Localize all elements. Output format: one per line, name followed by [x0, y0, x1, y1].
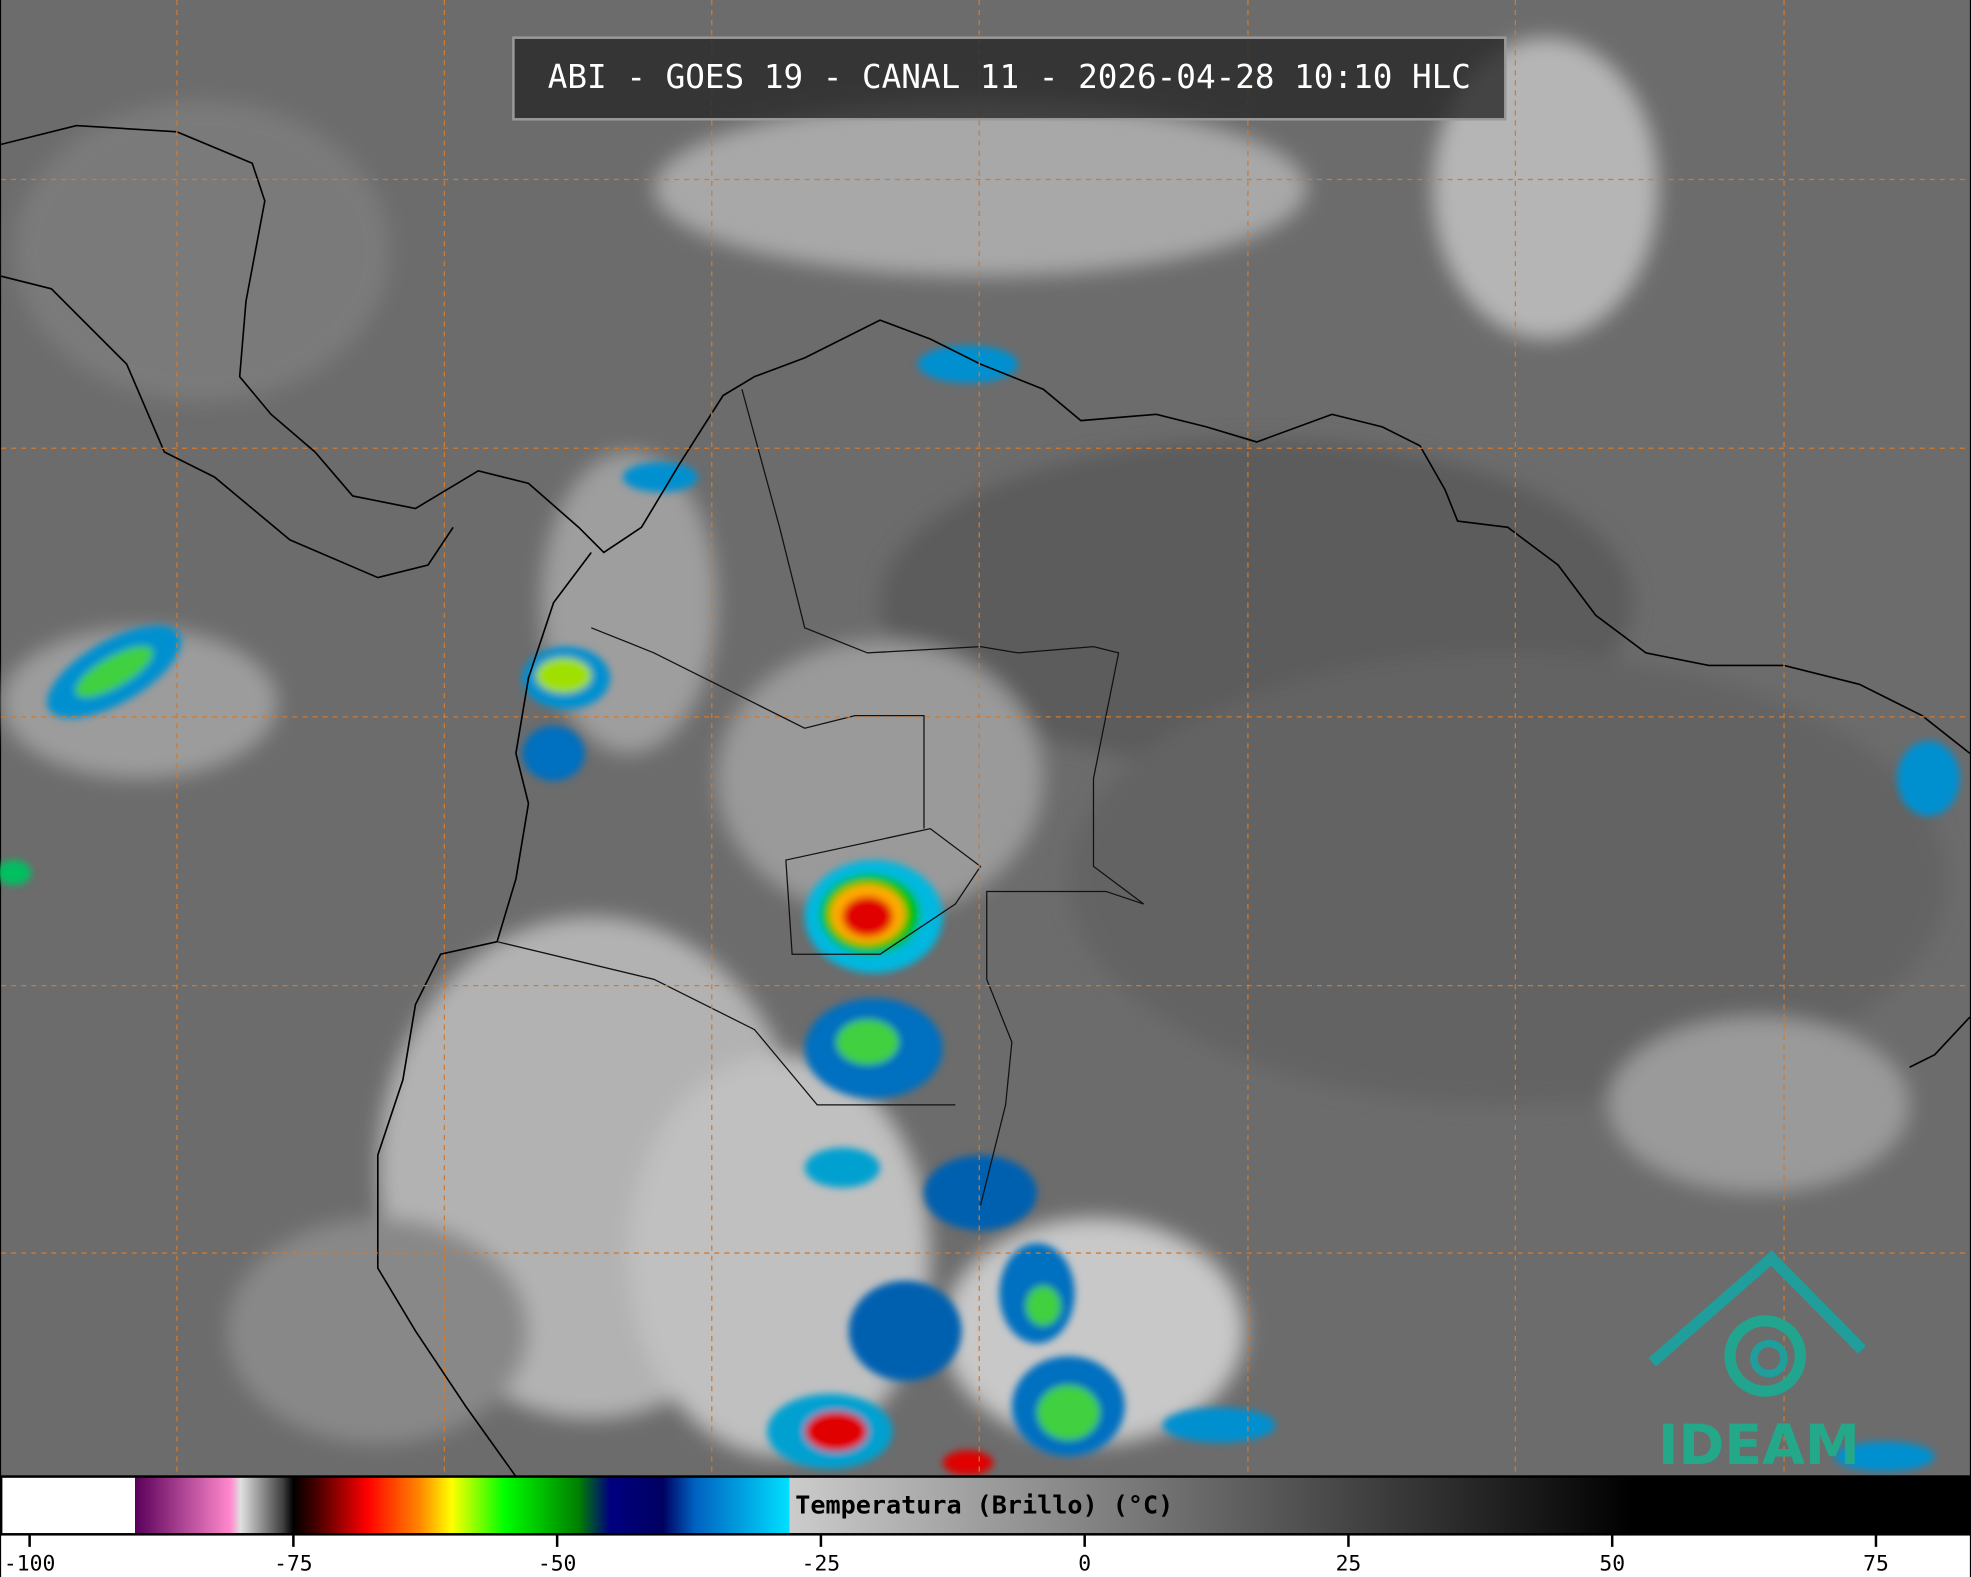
borders	[496, 389, 1145, 1206]
tick-label: 50	[1599, 1551, 1625, 1576]
map	[0, 0, 1971, 1478]
tick-label: -50	[538, 1551, 577, 1576]
tick-label: -100	[4, 1551, 55, 1576]
coastlines	[0, 124, 1971, 1478]
tick-label: -75	[274, 1551, 313, 1576]
logo-text: IDEAM	[1658, 1414, 1860, 1478]
tick-label: 0	[1078, 1551, 1091, 1576]
graticule	[1, 0, 1970, 1477]
colorbar-label: Temperatura (Brillo) (°C)	[795, 1491, 1173, 1520]
convective-cells	[0, 345, 1960, 1476]
tick-label: -25	[802, 1551, 841, 1576]
logo-spiral-inner	[1750, 1339, 1788, 1378]
colorbar-scale	[0, 1475, 1971, 1536]
title-background	[512, 36, 1507, 121]
title-box: ABI - GOES 19 - CANAL 11 - 2026-04-28 10…	[512, 36, 1507, 121]
tick-label: 75	[1863, 1551, 1889, 1576]
tick-label: 25	[1336, 1551, 1362, 1576]
logo: IDEAM	[1648, 1250, 1866, 1478]
colorbar: Temperatura (Brillo) (°C) -100 -75 -50 -25 0…	[0, 1475, 1971, 1577]
logo-roof	[1648, 1250, 1866, 1367]
logo-spiral	[1724, 1315, 1807, 1397]
title: ABI - GOES 19 - CANAL 11 - 2026-04-28 10…	[548, 58, 1471, 96]
